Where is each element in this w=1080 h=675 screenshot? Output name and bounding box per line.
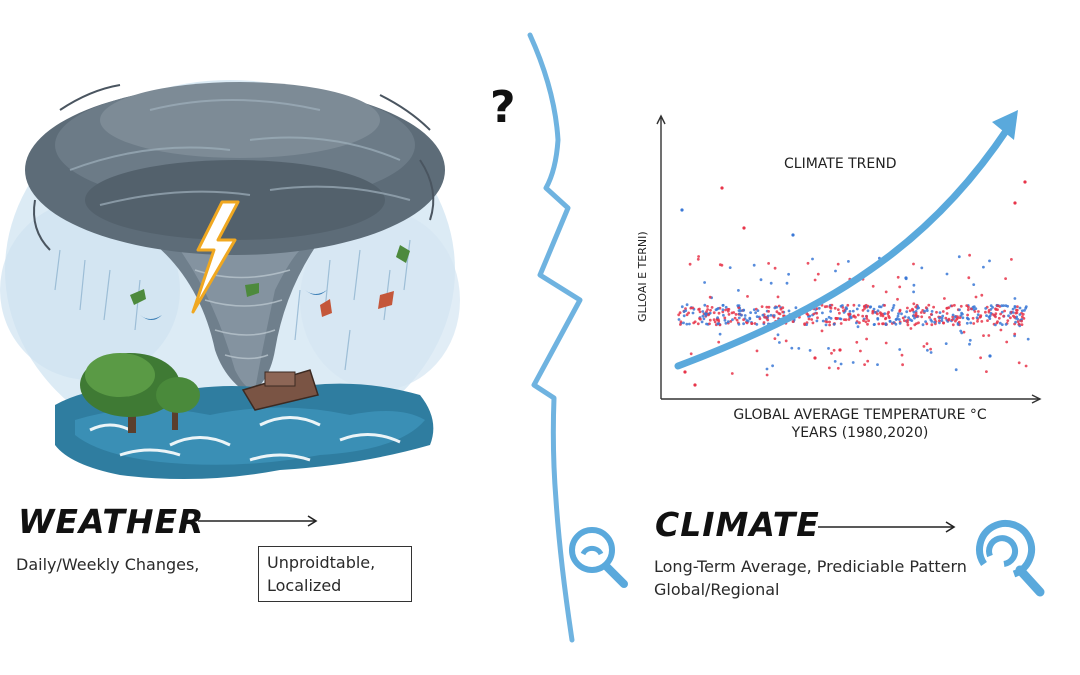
climate-description: Long-Term Average, Prediciable Pattern G… <box>654 555 967 601</box>
chart-title: CLIMATE TREND <box>784 156 897 172</box>
question-mark: ? <box>490 82 516 133</box>
climate-title: CLIMATE <box>655 505 820 544</box>
weather-arrow-icon <box>198 514 320 528</box>
x-label-line2: YEARS (1980,2020) <box>791 425 929 441</box>
weather-description: Daily/Weekly Changes, <box>16 555 200 574</box>
magnifier-icon <box>566 522 630 592</box>
climate-desc-line1: Long-Term Average, Prediciable Pattern <box>654 557 967 576</box>
climate-arrow-icon <box>818 520 958 534</box>
zigzag-divider <box>470 30 600 650</box>
weather-note-line1: Unproidtable, <box>267 553 376 572</box>
x-label-line1: GLOBAL AVERAGE TEMPERATURE °C <box>733 407 987 423</box>
weather-note-line2: Localized <box>267 576 342 595</box>
weather-title: WEATHER <box>18 502 205 541</box>
weather-boxed-note: Unproidtable, Localized <box>258 546 412 602</box>
climate-trend-chart <box>620 100 1060 410</box>
weather-illustration <box>0 50 460 490</box>
chart-x-axis-label: GLOBAL AVERAGE TEMPERATURE °C YEARS (198… <box>690 406 1030 442</box>
chart-y-axis-label: GLLOAI E TERNI) <box>636 231 649 322</box>
climate-desc-line2: Global/Regional <box>654 580 780 599</box>
magnifier-icon <box>966 512 1052 602</box>
